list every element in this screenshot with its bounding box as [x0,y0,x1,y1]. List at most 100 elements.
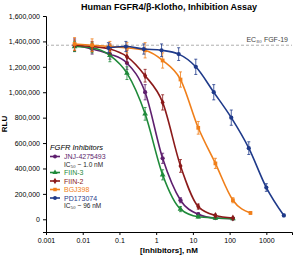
y-axis-title: RLU [0,116,9,133]
data-point [264,185,268,189]
y-axis: 0200,000400,000600,000800,0001,000,0001,… [9,13,47,233]
error-bar-cap [161,68,164,69]
error-bar-cap [161,153,164,154]
x-tick: 0.01 [76,232,90,244]
data-point [143,90,147,94]
x-tick-mark [266,232,267,235]
legend-label: FIIN-2 [64,178,84,185]
y-tick: 1,600,000 [9,13,46,20]
data-point [178,198,182,202]
y-tick-label: 1,000,000 [9,89,40,96]
y-tick-label: 600,000 [15,140,40,147]
error-bar-cap [91,51,94,52]
x-tick: 1000 [259,232,275,244]
error-bar-cap [214,168,217,169]
data-point [142,111,148,116]
error-bar-cap [177,60,180,61]
y-tick: 1,000,000 [9,89,46,96]
y-tick: 0 [36,216,46,223]
error-bar [161,95,164,110]
error-bar-cap [214,158,217,159]
x-tick-label: 1000 [259,237,275,244]
legend-marker [53,188,56,191]
error-bar-cap [73,50,76,51]
error-bar [91,39,94,52]
data-point [231,215,235,222]
error-bar-cap [161,179,164,180]
error-bar [197,204,200,209]
error-bar-cap [179,211,182,212]
error-bar-cap [247,141,250,142]
x-tick: 0.1 [115,232,125,244]
error-bar-cap [91,38,94,39]
y-tick-label: 800,000 [15,114,40,121]
series-line [75,44,251,213]
y-tick: 400,000 [15,165,46,172]
y-tick-mark [43,143,46,144]
x-tick: 10 [189,232,197,244]
legend-note: IC₅₀ ~ 96 nM [64,202,101,209]
y-tick-label: 0 [36,216,40,223]
x-tick-label: 0.1 [115,237,125,244]
title: Human FGFR4/β-Klotho, Inhibition Assay [81,2,257,12]
legend-marker [53,178,57,184]
data-point [194,65,198,69]
y-tick-mark [43,92,46,93]
data-point [161,59,165,63]
error-bar [142,44,145,54]
y-tick-label: 1,400,000 [9,38,40,45]
error-bar [231,198,234,203]
x-tick-mark [156,232,157,235]
error-bar-cap [231,197,234,198]
error-bar-cap [161,94,164,95]
error-bar-cap [161,163,164,164]
x-tick-label: 0.001 [38,237,56,244]
y-tick-mark [43,41,46,42]
error-bar-cap [247,154,250,155]
error-bar [177,48,180,61]
error-bar-cap [212,99,215,100]
x-tick: 1 [155,232,159,244]
x-tick-label: 100 [224,237,236,244]
data-point [178,162,182,169]
x-axis-line [47,233,293,236]
error-bar-cap [160,56,163,57]
series-line [75,46,233,218]
legend-title: FGFR Inhibitors [50,143,103,152]
data-point [196,126,200,130]
error-bar [179,198,182,203]
error-bar-cap [107,42,110,43]
error-bar-cap [144,120,147,121]
error-bar-cap [177,47,180,48]
error-bar [179,72,182,87]
error-bar-cap [144,107,147,108]
x-tick-mark [230,232,231,235]
x-tick-label: 10 [189,237,197,244]
error-bar-cap [144,57,147,58]
error-bar-cap [194,74,197,75]
error-bar-cap [73,51,76,52]
legend-label: JNJ-4275493 [64,153,106,160]
error-bar-cap [179,71,182,72]
error-bar [265,184,268,192]
error-bar [144,85,147,100]
x-tick-mark [83,232,84,235]
error-bar-cap [144,84,147,85]
y-axis-line [43,17,47,233]
error-bar-cap [144,42,147,43]
chart: Human FGFR4/β-Klotho, Inhibition Assay 0.… [0,0,300,257]
error-bar [124,41,127,51]
error-bar-cap [125,66,128,67]
error-bar [230,110,233,125]
x-tick-mark [193,232,194,235]
error-bar-cap [91,52,94,53]
legend: FGFR InhibitorsJNJ-4275493IC₅₀ ~ 1.0 nMF… [50,143,106,209]
data-point [73,42,77,46]
error-bar [282,214,285,217]
error-bar-cap [108,41,111,42]
x-tick: 100 [224,232,236,244]
plot-area [46,38,292,222]
data-point [196,203,200,210]
error-bar-cap [230,125,233,126]
error-bar-cap [230,110,233,111]
